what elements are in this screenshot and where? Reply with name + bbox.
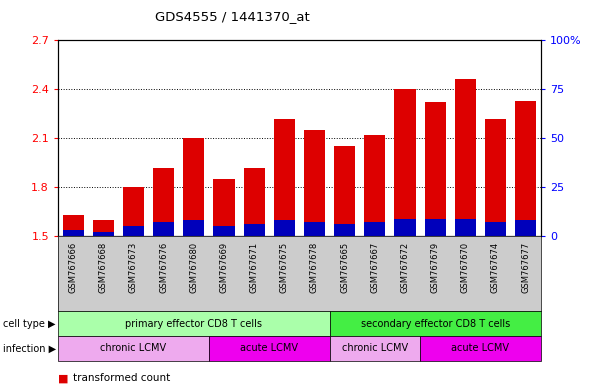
Text: GSM767673: GSM767673 [129, 242, 138, 293]
Text: ■: ■ [58, 373, 72, 383]
Bar [62, 230, 84, 236]
Bar [304, 130, 325, 236]
Bar [425, 218, 445, 236]
Bar [183, 220, 204, 236]
Bar [334, 224, 355, 236]
Text: chronic LCMV: chronic LCMV [342, 343, 408, 354]
Bar [93, 220, 114, 236]
Text: GSM767670: GSM767670 [461, 242, 470, 293]
Text: GSM767672: GSM767672 [400, 242, 409, 293]
Bar [274, 220, 295, 236]
Bar [425, 103, 445, 236]
Text: GSM767674: GSM767674 [491, 242, 500, 293]
Bar [395, 218, 415, 236]
Text: acute LCMV: acute LCMV [240, 343, 298, 354]
Bar [123, 227, 144, 236]
Bar [244, 224, 265, 236]
Text: GDS4555 / 1441370_at: GDS4555 / 1441370_at [155, 10, 310, 23]
Bar [485, 222, 506, 236]
Text: GSM767676: GSM767676 [159, 242, 168, 293]
Bar [485, 119, 506, 236]
Text: GSM767666: GSM767666 [68, 242, 78, 293]
Text: infection ▶: infection ▶ [3, 343, 56, 354]
Bar [153, 168, 174, 236]
Text: GSM767677: GSM767677 [521, 242, 530, 293]
Bar [334, 146, 355, 236]
Text: cell type ▶: cell type ▶ [3, 318, 56, 329]
Text: acute LCMV: acute LCMV [452, 343, 510, 354]
Text: primary effector CD8 T cells: primary effector CD8 T cells [125, 318, 262, 329]
Text: chronic LCMV: chronic LCMV [100, 343, 167, 354]
Bar [515, 101, 536, 236]
Text: GSM767665: GSM767665 [340, 242, 349, 293]
Bar [395, 89, 415, 236]
Bar [213, 179, 235, 236]
Bar [304, 222, 325, 236]
Text: GSM767669: GSM767669 [219, 242, 229, 293]
Text: GSM767680: GSM767680 [189, 242, 199, 293]
Bar [274, 119, 295, 236]
Bar [153, 222, 174, 236]
Bar [244, 168, 265, 236]
Text: GSM767679: GSM767679 [431, 242, 440, 293]
Bar [515, 220, 536, 236]
Bar [455, 79, 476, 236]
Text: GSM767667: GSM767667 [370, 242, 379, 293]
Bar [213, 227, 235, 236]
Bar [93, 232, 114, 236]
Bar [364, 135, 386, 236]
Text: GSM767671: GSM767671 [250, 242, 258, 293]
Text: transformed count: transformed count [73, 373, 170, 383]
Bar [364, 222, 386, 236]
Text: GSM767675: GSM767675 [280, 242, 289, 293]
Bar [183, 138, 204, 236]
Text: secondary effector CD8 T cells: secondary effector CD8 T cells [360, 318, 510, 329]
Bar [62, 215, 84, 236]
Text: GSM767678: GSM767678 [310, 242, 319, 293]
Bar [123, 187, 144, 236]
Text: GSM767668: GSM767668 [99, 242, 108, 293]
Bar [455, 218, 476, 236]
